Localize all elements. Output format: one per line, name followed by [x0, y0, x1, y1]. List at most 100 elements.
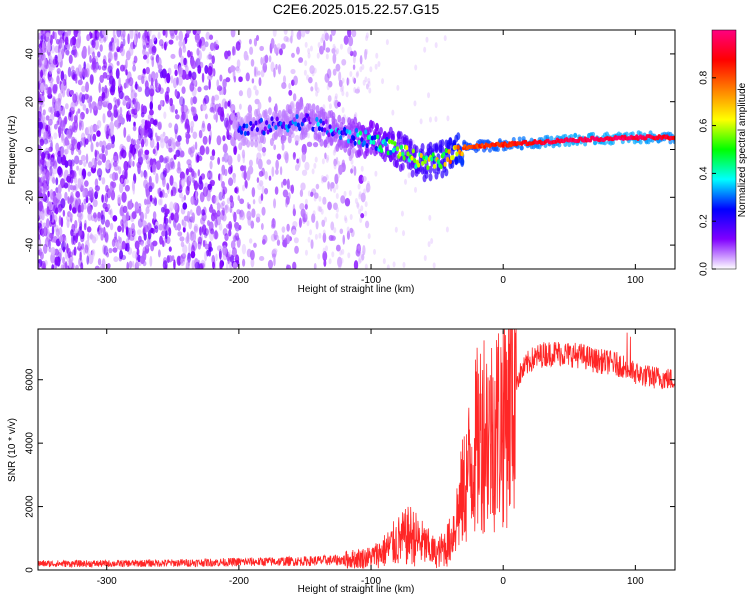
spectrogram-ridge-halo — [444, 168, 449, 177]
spectrogram-noise-cell — [54, 256, 59, 266]
spectrogram-noise-cell — [266, 159, 272, 165]
spectrogram-noise-cell — [47, 86, 52, 97]
spectrogram-noise-cell — [142, 68, 146, 76]
spectrogram-noise-cell — [304, 198, 308, 205]
spectrogram-noise-cell — [171, 138, 176, 145]
spectrogram-noise-cell — [95, 185, 99, 196]
snr-x-tick-label: -300 — [97, 576, 117, 587]
spectrogram-noise-cell — [101, 140, 107, 151]
spectrogram-noise-cell — [107, 51, 112, 60]
spectrogram-noise-cell — [347, 78, 351, 85]
spectrogram-noise-cell — [214, 218, 218, 228]
spectrogram-noise-cell — [97, 211, 101, 222]
spectrogram-noise-cell — [164, 230, 168, 240]
spectrogram-noise-cell — [94, 149, 98, 158]
spectrogram-noise-cell — [209, 42, 215, 52]
spectrogram-noise-cell — [290, 68, 296, 75]
spectrogram-ridge-halo — [440, 139, 445, 148]
spectrogram-noise-cell — [281, 234, 285, 242]
spectrogram-ridge-halo — [238, 142, 243, 151]
spectrogram-noise-cell — [191, 106, 197, 117]
spectrogram-noise-cell — [108, 247, 113, 254]
spectrogram-noise-cell — [334, 99, 339, 109]
spectrogram-noise-cell — [43, 225, 47, 237]
spectrogram-noise-cell — [356, 70, 360, 77]
spectrogram-noise-cell — [74, 155, 80, 165]
spectrogram-noise-cell — [93, 102, 98, 111]
spectrogram-noise-cell — [339, 43, 343, 50]
spectrogram-y-label: Frequency (Hz) — [7, 116, 18, 185]
spectrogram-noise-cell — [322, 250, 328, 262]
spectrogram-noise-cell — [59, 38, 65, 49]
spectrogram-noise-cell — [423, 255, 427, 262]
spectrogram-ridge-halo — [261, 136, 266, 145]
spectrogram-noise-cell — [194, 34, 200, 43]
spectrogram-noise-cell — [273, 256, 276, 267]
spectrogram-noise-cell — [55, 38, 60, 45]
spectrogram-noise-cell — [71, 65, 75, 71]
spectrogram-noise-cell — [62, 209, 66, 217]
spectrogram-y-tick-label: 0 — [25, 146, 36, 152]
spectrogram-noise-cell — [127, 98, 132, 104]
spectrogram-noise-cell — [315, 183, 320, 190]
spectrogram-noise-cell — [313, 263, 317, 269]
spectrogram-noise-cell — [190, 195, 196, 205]
spectrogram-noise-cell — [158, 84, 162, 92]
spectrogram-noise-cell — [173, 212, 179, 224]
spectrogram-ridge-cell — [454, 144, 458, 150]
spectrogram-noise-cell — [333, 227, 337, 234]
snr-x-ticks: -300 -200 -100 0 100 — [97, 329, 644, 587]
spectrogram-noise-cell — [149, 132, 153, 141]
spectrogram-noise-cell — [149, 109, 154, 116]
spectrogram-noise-cell — [156, 141, 160, 151]
spectrogram-noise-cell — [221, 168, 226, 176]
spectrogram-noise-cell — [62, 246, 66, 253]
spectrogram-noise-cell — [75, 264, 79, 269]
spectrogram-noise-cell — [341, 106, 345, 113]
spectrogram-noise-cell — [239, 209, 244, 218]
spectrogram-noise-cell — [327, 95, 332, 102]
spectrogram-noise-cell — [183, 105, 188, 113]
spectrogram-noise-cell — [162, 170, 167, 178]
spectrogram-noise-cell — [362, 244, 366, 256]
spectrogram-noise-cell — [224, 101, 228, 110]
spectrogram-noise-cell — [222, 186, 228, 195]
spectrogram-noise-cell — [201, 224, 207, 235]
spectrogram-ridge-halo — [400, 162, 405, 171]
spectrogram-noise-cell — [358, 191, 362, 198]
spectrogram-ridge-halo — [638, 139, 643, 145]
spectrogram-noise-cell — [64, 191, 68, 202]
spectrogram-noise-cell — [87, 45, 91, 56]
spectrogram-noise-cell — [161, 230, 166, 237]
spectrogram-noise-cell — [374, 170, 378, 177]
spectrogram-noise-cell — [222, 228, 228, 236]
spectrogram-ridge-halo — [557, 142, 562, 148]
spectrogram-noise-cell — [349, 71, 353, 78]
spectrogram-noise-cell — [109, 222, 114, 231]
spectrogram-noise-cell — [354, 112, 358, 119]
spectrogram-noise-cell — [253, 66, 257, 78]
spectrogram-noise-cell — [77, 108, 81, 114]
spectrogram-noise-cell — [230, 65, 235, 73]
spectrogram-noise-cell — [142, 153, 146, 161]
spectrogram-noise-cell — [155, 160, 161, 171]
spectrogram-noise-cell — [365, 182, 371, 193]
spectrogram-ridge-cell — [321, 120, 326, 126]
spectrogram-noise-cell — [338, 71, 342, 82]
spectrogram-noise-cell — [327, 201, 332, 211]
spectrogram-noise-cell — [347, 46, 352, 55]
spectrogram-ridge-cell — [243, 131, 248, 137]
spectrogram-noise-cell — [166, 72, 171, 84]
spectrogram-noise-cell — [42, 119, 45, 130]
spectrogram-ridge-cell — [251, 123, 256, 129]
spectrogram-noise-cell — [296, 46, 300, 55]
spectrogram-noise-cell — [175, 76, 179, 86]
spectrogram-noise-cell — [361, 64, 365, 71]
spectrogram-noise-cell — [255, 34, 260, 42]
colorbar-tick-label: 0.4 — [699, 166, 710, 180]
spectrogram-noise-cell — [445, 226, 449, 233]
spectrogram-ridge-cell — [386, 150, 390, 156]
spectrogram-noise-cell — [217, 106, 223, 116]
spectrogram-noise-cell — [84, 138, 89, 145]
spectrogram-noise-cell — [224, 168, 228, 177]
